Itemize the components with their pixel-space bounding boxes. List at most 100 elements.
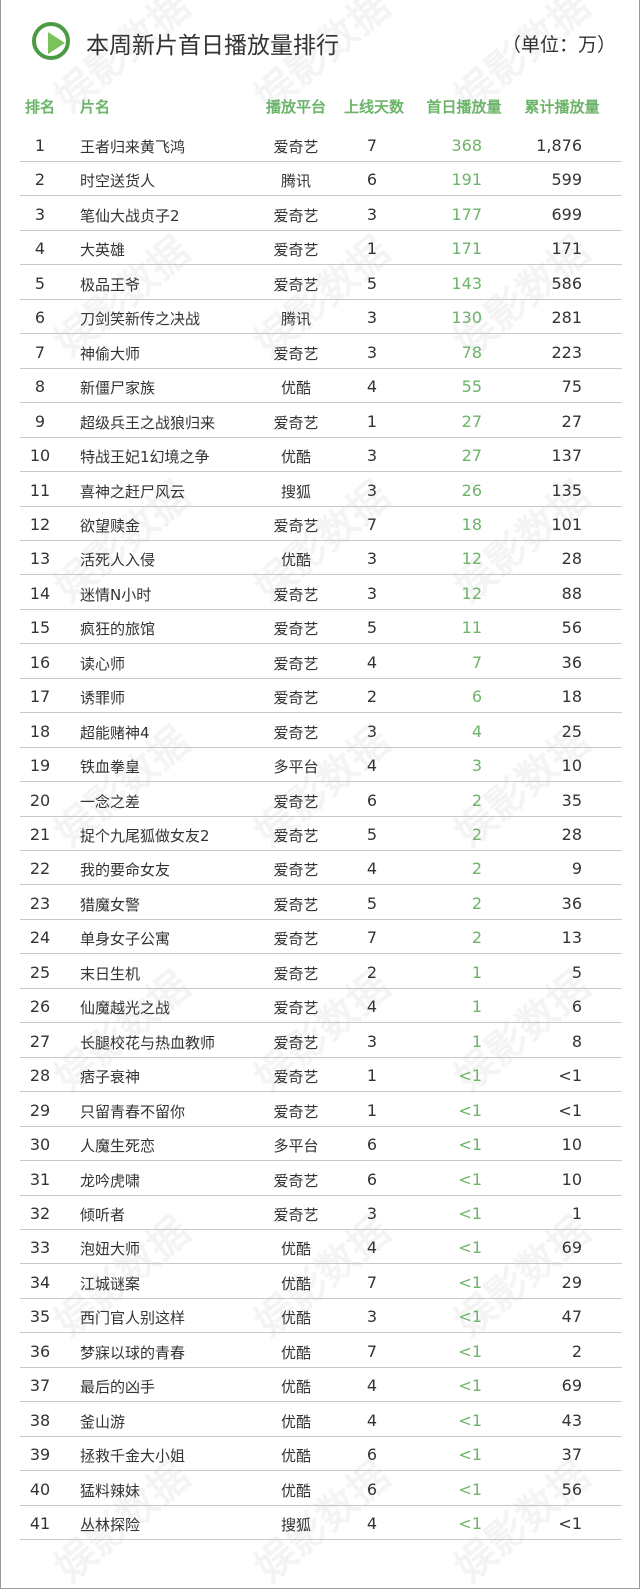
cell-first-day-plays: 2: [471, 928, 482, 948]
cell-total-plays: 1: [571, 1203, 582, 1223]
cell-rank: 30: [29, 1135, 51, 1155]
table-row: 9 超级兵王之战狼归来 爱奇艺 1 27 27: [0, 404, 640, 438]
cell-first-day-plays: 2: [471, 859, 482, 879]
cell-title: 拯救千金大小姐: [80, 1447, 186, 1466]
header-rank: 排名: [24, 98, 55, 116]
cell-rank: 7: [34, 342, 46, 362]
cell-rank: 16: [29, 652, 51, 672]
unit-label: （单位：万）: [501, 34, 616, 56]
cell-first-day-plays: 27: [461, 411, 482, 431]
cell-rank: 20: [29, 790, 51, 810]
row-divider: [20, 229, 622, 231]
table-row: 39 拯救千金大小姐 优酷 6 <1 37: [0, 1437, 640, 1472]
cell-title: 猛料辣妹: [80, 1481, 141, 1500]
cell-rank: 26: [29, 997, 51, 1017]
cell-rank: 33: [29, 1238, 51, 1258]
cell-platform: 爱奇艺: [273, 344, 319, 363]
cell-title: 刀剑笑新传之决战: [80, 310, 201, 329]
table-row: 21 捉个九尾狐做女友2 爱奇艺 5 2 28: [0, 817, 640, 851]
cell-total-plays: 9: [571, 859, 582, 879]
cell-title: 倾听者: [80, 1205, 126, 1224]
table-row: 26 仙魔越光之战 爱奇艺 4 1 6: [0, 989, 640, 1024]
cell-first-day-plays: <1: [458, 1410, 482, 1430]
cell-rank: 36: [29, 1341, 51, 1361]
row-divider: [20, 333, 622, 335]
cell-title: 欲望赎金: [80, 516, 141, 535]
cell-platform: 爱奇艺: [273, 241, 319, 260]
cell-days: 7: [366, 136, 378, 155]
row-divider: [20, 746, 622, 748]
cell-days: 4: [366, 1410, 378, 1430]
cell-total-plays: 1,876: [536, 136, 582, 155]
cell-first-day-plays: 2: [471, 825, 482, 844]
row-divider: [20, 677, 622, 679]
cell-days: 6: [366, 1479, 378, 1499]
cell-first-day-plays: 12: [461, 583, 482, 603]
row-divider: [20, 918, 622, 920]
cell-days: 2: [366, 687, 378, 707]
cell-rank: 5: [34, 273, 46, 293]
cell-title: 仙魔越光之战: [80, 999, 171, 1018]
cell-total-plays: 88: [561, 583, 582, 603]
row-divider: [20, 781, 622, 783]
cell-title: 疯狂的旅馆: [80, 620, 156, 639]
cell-platform: 爱奇艺: [273, 516, 319, 535]
cell-total-plays: 13: [561, 928, 582, 948]
cell-title: 超级兵王之战狼归来: [80, 413, 216, 432]
table-row: 19 铁血拳皇 多平台 4 3 10: [0, 748, 640, 783]
cell-days: 3: [366, 480, 378, 500]
table-row: 35 西门官人别这样 优酷 3 <1 47: [0, 1299, 640, 1334]
cell-platform: 优酷: [280, 379, 311, 398]
cell-platform: 爱奇艺: [273, 895, 319, 914]
table-row: 32 倾听者 爱奇艺 3 <1 1: [0, 1196, 640, 1230]
table-row: 13 活死人入侵 优酷 3 12 28: [0, 541, 640, 576]
cell-days: 4: [366, 859, 378, 879]
cell-platform: 优酷: [280, 1309, 311, 1328]
table-row: 24 单身女子公寓 爱奇艺 7 2 13: [0, 920, 640, 955]
cell-total-plays: 75: [561, 377, 582, 397]
cell-days: 3: [366, 583, 378, 603]
cell-rank: 13: [29, 549, 51, 569]
cell-rank: 34: [29, 1272, 51, 1292]
cell-rank: 35: [29, 1307, 51, 1327]
cell-platform: 腾讯: [280, 310, 311, 329]
cell-total-plays: 599: [551, 170, 582, 190]
cell-days: 4: [366, 1238, 378, 1258]
cell-rank: 25: [29, 962, 51, 982]
cell-days: 6: [366, 1135, 378, 1155]
cell-first-day-plays: 1: [471, 997, 482, 1017]
cell-days: 6: [366, 1169, 378, 1189]
cell-total-plays: 137: [551, 446, 582, 466]
cell-total-plays: 135: [551, 480, 582, 500]
row-divider: [20, 436, 622, 438]
table-row: 25 末日生机 爱奇艺 2 1 5: [0, 955, 640, 989]
cell-platform: 多平台: [273, 758, 319, 777]
cell-days: 7: [366, 928, 378, 948]
cell-total-plays: 25: [561, 721, 582, 741]
row-divider: [20, 402, 622, 404]
table-row: 30 人魔生死恋 多平台 6 <1 10: [0, 1127, 640, 1162]
cell-first-day-plays: 11: [461, 618, 482, 638]
cell-platform: 爱奇艺: [273, 1205, 319, 1224]
cell-rank: 22: [29, 859, 51, 879]
cell-first-day-plays: 78: [461, 342, 482, 362]
cell-rank: 38: [29, 1410, 51, 1430]
cell-rank: 9: [34, 411, 46, 431]
cell-total-plays: 35: [561, 790, 582, 810]
cell-first-day-plays: <1: [458, 1238, 482, 1258]
table-row: 27 长腿校花与热血教师 爱奇艺 3 1 8: [0, 1024, 640, 1058]
cell-first-day-plays: 7: [471, 652, 482, 672]
cell-days: 3: [366, 1031, 378, 1051]
row-divider: [20, 264, 622, 266]
cell-first-day-plays: 12: [461, 549, 482, 569]
cell-first-day-plays: 55: [461, 377, 482, 397]
cell-title: 超能赌神4: [80, 723, 150, 742]
header-total-plays: 累计播放量: [524, 98, 600, 116]
cell-first-day-plays: <1: [458, 1445, 482, 1465]
cell-rank: 21: [29, 825, 51, 844]
cell-total-plays: <1: [558, 1100, 582, 1120]
table-header: 排名 片名 播放平台 上线天数 首日播放量 累计播放量: [0, 96, 640, 122]
header-days: 上线天数: [343, 98, 404, 116]
cell-days: 7: [366, 1272, 378, 1292]
row-divider: [20, 505, 622, 507]
